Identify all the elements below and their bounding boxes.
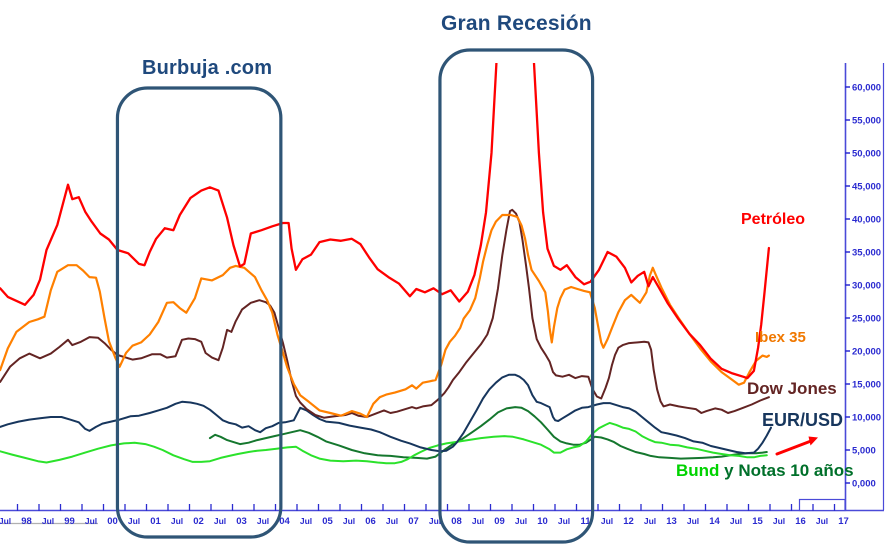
x-tick-label: Jul — [730, 516, 742, 526]
x-tick-label: Jul — [816, 516, 828, 526]
x-tick-label: Jul — [429, 516, 441, 526]
legend-eurusd: EUR/USD — [762, 410, 844, 430]
x-tick-label: Jul — [601, 516, 613, 526]
y-tick-label: 60,000 — [852, 83, 881, 94]
y-tick-label: 40,000 — [852, 215, 881, 226]
x-tick-label: Jul — [42, 516, 54, 526]
x-tick-label: 15 — [752, 516, 763, 527]
x-tick-label: Jul — [171, 516, 183, 526]
x-tick-label: Jul — [257, 516, 269, 526]
y-tick-label: 25,000 — [852, 314, 881, 325]
x-tick-label: Jul — [214, 516, 226, 526]
x-tick-label: 06 — [365, 516, 376, 527]
x-tick-label: 99 — [64, 516, 75, 527]
annotation-box-burbuja — [115, 86, 283, 539]
y-tick-label: 45,000 — [852, 182, 881, 193]
y-tick-label: 0,000 — [852, 479, 876, 490]
legend-notas-word: y Notas 10 años — [719, 461, 854, 480]
x-tick-label: Jul — [472, 516, 484, 526]
series-line-petr-leo — [0, 63, 771, 380]
series-line-notas-10-a-os — [208, 406, 768, 460]
x-tick-label: 17 — [838, 516, 849, 527]
x-tick-label: Jul — [128, 516, 140, 526]
series-line-bund — [0, 421, 768, 465]
legend-bund-notas: Bund y Notas 10 años — [676, 462, 854, 479]
axis-corner-box — [798, 498, 846, 512]
series-line-ibex-35 — [0, 213, 771, 419]
y-tick-label: 20,000 — [852, 347, 881, 358]
y-tick-label: 55,000 — [852, 116, 881, 127]
x-tick-label: Jul — [300, 516, 312, 526]
y-tick-label: 50,000 — [852, 149, 881, 160]
x-tick-label: 03 — [236, 516, 247, 527]
y-tick-label: 30,000 — [852, 281, 881, 292]
series-line-dow-jones — [0, 208, 770, 419]
x-tick-label: 07 — [408, 516, 419, 527]
legend-dow-jones: Dow Jones — [747, 379, 837, 398]
eurusd-arrow-shaft — [775, 439, 813, 456]
annotation-box-gran-recesion — [438, 48, 595, 544]
legend-ibex35: Ibex 35 — [755, 329, 806, 346]
y-tick-label: 5,000 — [852, 446, 876, 457]
x-tick-label: Jul — [687, 516, 699, 526]
x-tick-label: Jul — [558, 516, 570, 526]
legend-bund-word: Bund — [676, 461, 720, 480]
eurusd-arrow-head — [808, 436, 818, 446]
x-tick-label: 13 — [666, 516, 677, 527]
x-tick-label: 14 — [709, 516, 720, 527]
series-group — [0, 63, 772, 465]
x-tick-label: 11 — [580, 516, 591, 527]
y-tick-label: 15,000 — [852, 380, 881, 391]
x-tick-label: 12 — [623, 516, 634, 527]
x-tick-label: 10 — [537, 516, 548, 527]
y-tick-label: 35,000 — [852, 248, 881, 259]
x-tick-label: Jul — [644, 516, 656, 526]
x-tick-label: 16 — [795, 516, 806, 527]
annotation-burbuja-title: Burbuja .com — [142, 57, 273, 79]
y-tick-label: 10,000 — [852, 413, 881, 424]
x-tick-label: 00 — [107, 516, 118, 527]
x-tick-label: Jul — [515, 516, 527, 526]
x-tick-label: Jul — [85, 516, 97, 526]
x-tick-label: 08 — [451, 516, 462, 527]
x-tick-label: 02 — [193, 516, 204, 527]
x-tick-label: Jul — [343, 516, 355, 526]
x-tick-label: 98 — [21, 516, 32, 527]
legend-petroleo: Petróleo — [741, 211, 806, 228]
x-tick-label: 09 — [494, 516, 505, 527]
x-tick-label: 05 — [322, 516, 333, 527]
x-tick-label: 04 — [279, 516, 290, 527]
x-tick-label: Jul — [386, 516, 398, 526]
x-tick-label: 01 — [150, 516, 161, 527]
annotation-gran-recesion-title: Gran Recesión — [441, 12, 592, 35]
x-tick-label: Jul — [0, 516, 11, 526]
x-tick-label: Jul — [773, 516, 785, 526]
